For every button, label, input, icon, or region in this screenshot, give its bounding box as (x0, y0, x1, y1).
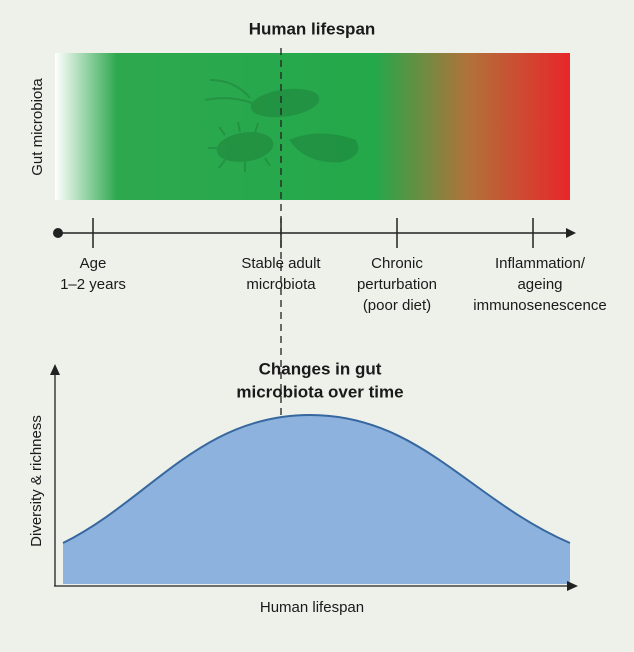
bottom-y-label: Diversity & richness (28, 415, 45, 547)
milestone-label: 1–2 years (60, 276, 126, 293)
milestone-label: Age (80, 255, 107, 272)
milestone-label: Stable adult (241, 255, 321, 272)
bottom-x-label: Human lifespan (260, 599, 364, 616)
milestone-label: (poor diet) (363, 297, 431, 314)
milestone-label: Chronic (371, 255, 423, 272)
top-title: Human lifespan (249, 19, 376, 38)
milestone-label: microbiota (246, 276, 316, 293)
milestone-label: immunosenescence (473, 297, 606, 314)
bottom-title: microbiota over time (236, 382, 403, 401)
diversity-area (63, 415, 570, 584)
y-axis-arrow (50, 364, 60, 375)
timeline-start (53, 228, 63, 238)
milestone-label: ageing (517, 276, 562, 293)
bacteria (204, 79, 359, 172)
milestone-label: perturbation (357, 276, 437, 293)
microbiota-bar (55, 53, 570, 200)
diversity-curve (62, 413, 571, 544)
x-axis-arrow (567, 581, 578, 591)
milestone-label: Inflammation/ (495, 255, 586, 272)
timeline-arrow (566, 228, 576, 238)
bottom-title: Changes in gut (259, 359, 382, 378)
top-y-label: Gut microbiota (29, 78, 46, 176)
